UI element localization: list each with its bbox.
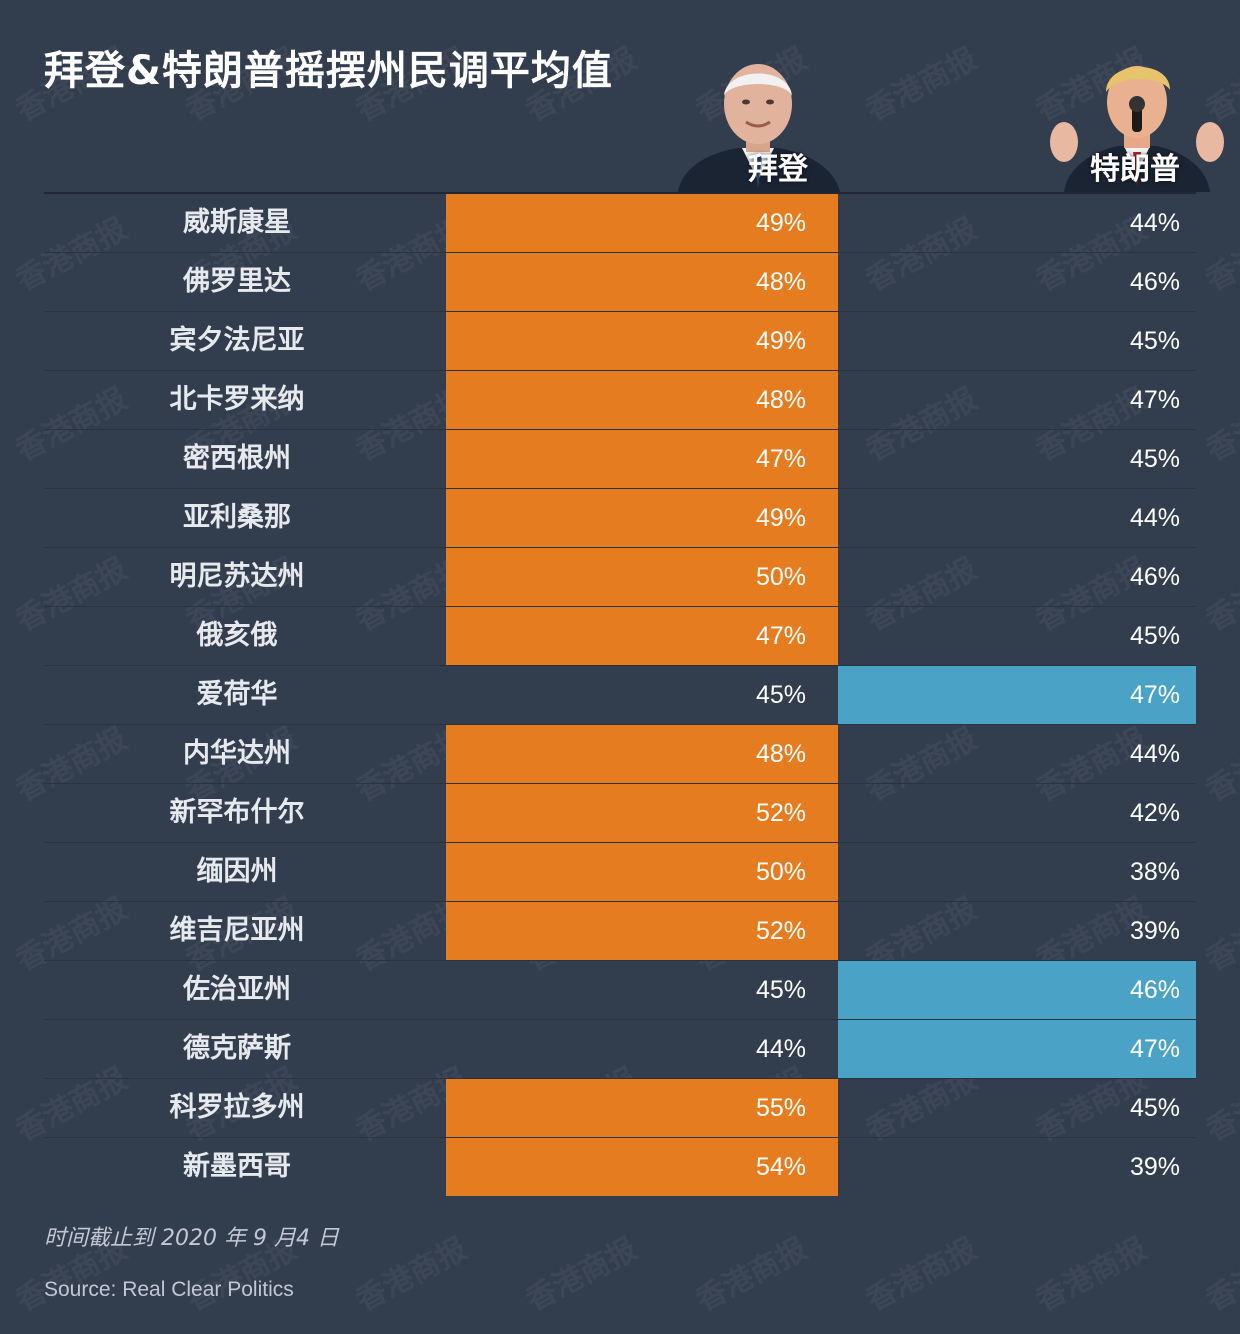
- state-label: 维吉尼亚州: [169, 915, 305, 946]
- watermark-text: 香港商报: [1200, 1231, 1240, 1319]
- biden-value-cell: 44%: [755, 1035, 806, 1063]
- biden-value-cell: 54%: [446, 1138, 838, 1196]
- biden-value-cell: 50%: [446, 843, 838, 901]
- source-credit: Source: Real Clear Politics: [44, 1278, 294, 1301]
- date-note: 时间截止到 2020 年 9 月4 日: [44, 1226, 339, 1251]
- biden-value-cell: 45%: [755, 681, 806, 709]
- trump-value-cell: 46%: [1129, 563, 1180, 591]
- watermark-text: 香港商报: [1200, 891, 1240, 979]
- poll-table: 威斯康星 49% 44% 佛罗里达 48% 46% 宾夕法尼亚 49% 45% 北卡罗来纳 48% 4…: [44, 192, 1196, 1196]
- biden-value-cell: 52%: [446, 784, 838, 842]
- table-row: 俄亥俄 47% 45%: [44, 607, 1196, 666]
- table-row: 缅因州 50% 38%: [44, 843, 1196, 902]
- table-row: 维吉尼亚州 52% 39%: [44, 902, 1196, 961]
- biden-value-cell: 50%: [446, 548, 838, 606]
- trump-value-cell: 39%: [1129, 1153, 1180, 1181]
- biden-value-cell: 49%: [446, 194, 838, 252]
- watermark-text: 香港商报: [1200, 551, 1240, 639]
- state-label: 新罕布什尔: [169, 797, 305, 828]
- biden-value-cell: 49%: [446, 489, 838, 547]
- trump-value-cell: 45%: [1129, 1094, 1180, 1122]
- biden-column-header: 拜登: [748, 152, 808, 187]
- biden-value-cell: 52%: [446, 902, 838, 960]
- trump-value-cell: 44%: [1129, 740, 1180, 768]
- trump-value-cell: 39%: [1129, 917, 1180, 945]
- state-label: 佛罗里达: [183, 266, 291, 297]
- table-row: 佐治亚州 45% 46%: [44, 961, 1196, 1020]
- state-label: 俄亥俄: [196, 620, 278, 651]
- watermark-text: 香港商报: [860, 1231, 983, 1319]
- table-row: 威斯康星 49% 44%: [44, 194, 1196, 253]
- state-label: 亚利桑那: [183, 502, 291, 533]
- biden-value-cell: 47%: [446, 430, 838, 488]
- trump-value-cell: 44%: [1129, 209, 1180, 237]
- table-row: 科罗拉多州 55% 45%: [44, 1079, 1196, 1138]
- state-label: 威斯康星: [183, 207, 291, 238]
- watermark-text: 香港商报: [1200, 1061, 1240, 1149]
- watermark-text: 香港商报: [860, 41, 983, 129]
- trump-value-cell: 46%: [838, 961, 1196, 1019]
- state-label: 新墨西哥: [183, 1151, 291, 1182]
- trump-value-cell: 47%: [838, 1020, 1196, 1078]
- table-row: 内华达州 48% 44%: [44, 725, 1196, 784]
- biden-photo: [672, 56, 844, 192]
- state-label: 内华达州: [183, 738, 291, 769]
- watermark-text: 香港商报: [1200, 721, 1240, 809]
- trump-value-cell: 38%: [1129, 858, 1180, 886]
- trump-value-cell: 47%: [838, 666, 1196, 724]
- trump-value-cell: 42%: [1129, 799, 1180, 827]
- state-label: 德克萨斯: [183, 1033, 291, 1064]
- table-row: 德克萨斯 44% 47%: [44, 1020, 1196, 1079]
- trump-value-cell: 46%: [1129, 268, 1180, 296]
- biden-value-cell: 49%: [446, 312, 838, 370]
- trump-photo: [1046, 52, 1228, 192]
- biden-value-cell: 47%: [446, 607, 838, 665]
- table-row: 佛罗里达 48% 46%: [44, 253, 1196, 312]
- chart-title: 拜登&特朗普摇摆州民调平均值: [44, 48, 613, 94]
- table-row: 新墨西哥 54% 39%: [44, 1138, 1196, 1196]
- state-label: 佐治亚州: [183, 974, 291, 1005]
- state-label: 北卡罗来纳: [169, 384, 305, 415]
- trump-value-cell: 45%: [1129, 445, 1180, 473]
- trump-value-cell: 45%: [1129, 327, 1180, 355]
- trump-value-cell: 47%: [1129, 386, 1180, 414]
- watermark-text: 香港商报: [520, 1231, 643, 1319]
- table-row: 宾夕法尼亚 49% 45%: [44, 312, 1196, 371]
- biden-value-cell: 55%: [446, 1079, 838, 1137]
- watermark-text: 香港商报: [690, 1231, 813, 1319]
- state-label: 缅因州: [196, 856, 278, 887]
- trump-value-cell: 45%: [1129, 622, 1180, 650]
- watermark-text: 香港商报: [1200, 211, 1240, 299]
- watermark-text: 香港商报: [1030, 1231, 1153, 1319]
- biden-value-cell: 48%: [446, 725, 838, 783]
- table-row: 北卡罗来纳 48% 47%: [44, 371, 1196, 430]
- state-label: 明尼苏达州: [169, 561, 305, 592]
- table-row: 密西根州 47% 45%: [44, 430, 1196, 489]
- trump-column-header: 特朗普: [1090, 152, 1180, 187]
- biden-value-cell: 45%: [755, 976, 806, 1004]
- state-label: 宾夕法尼亚: [169, 325, 305, 356]
- biden-value-cell: 48%: [446, 253, 838, 311]
- state-label: 爱荷华: [196, 679, 278, 710]
- state-label: 科罗拉多州: [169, 1092, 305, 1123]
- table-row: 爱荷华 45% 47%: [44, 666, 1196, 725]
- table-row: 亚利桑那 49% 44%: [44, 489, 1196, 548]
- watermark-text: 香港商报: [1200, 381, 1240, 469]
- watermark-text: 香港商报: [350, 1231, 473, 1319]
- state-label: 密西根州: [183, 443, 291, 474]
- table-row: 明尼苏达州 50% 46%: [44, 548, 1196, 607]
- trump-value-cell: 44%: [1129, 504, 1180, 532]
- biden-value-cell: 48%: [446, 371, 838, 429]
- table-row: 新罕布什尔 52% 42%: [44, 784, 1196, 843]
